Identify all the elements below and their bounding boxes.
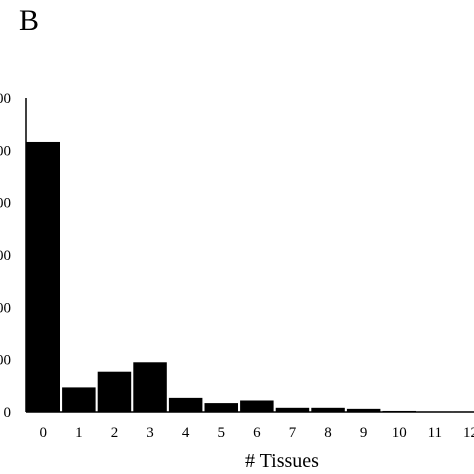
y-tick-label: 4000 xyxy=(0,196,11,212)
x-tick-label: 4 xyxy=(182,425,190,441)
x-tick-label: 8 xyxy=(324,425,332,441)
bar-8 xyxy=(311,407,345,412)
bar-2 xyxy=(97,371,132,412)
bar-4 xyxy=(168,397,203,412)
y-tick-label: 0 xyxy=(4,405,12,421)
bar-9 xyxy=(346,408,381,412)
x-tick-label: 6 xyxy=(253,425,261,441)
x-tick-label: 5 xyxy=(218,425,226,441)
bar-6 xyxy=(240,400,274,412)
bar-3 xyxy=(133,362,167,412)
x-tick-label: 3 xyxy=(146,425,154,441)
x-tick-label: 10 xyxy=(392,425,407,441)
x-tick-label: 7 xyxy=(289,425,297,441)
x-tick-label: 12 xyxy=(463,425,474,441)
panel-label: B xyxy=(19,4,39,37)
bar-5 xyxy=(204,403,238,412)
y-tick-label: 6000 xyxy=(0,91,11,107)
x-tick-label: 1 xyxy=(75,425,83,441)
x-axis-ticks: 0123456789101112 xyxy=(40,425,474,441)
x-tick-label: 2 xyxy=(111,425,119,441)
y-tick-label: 1000 xyxy=(0,353,11,369)
bar-7 xyxy=(275,407,310,412)
y-tick-label: 2000 xyxy=(0,300,11,316)
x-tick-label: 0 xyxy=(40,425,48,441)
y-axis-ticks: 0 1000 2000 3000 4000 5000 6000 xyxy=(0,91,11,421)
x-tick-label: 11 xyxy=(428,425,442,441)
x-tick-label: 9 xyxy=(360,425,368,441)
y-tick-label: 3000 xyxy=(0,248,11,264)
y-tick-label: 5000 xyxy=(0,143,11,159)
bars xyxy=(26,141,474,412)
x-axis-title: # Tissues xyxy=(245,450,319,472)
bar-1 xyxy=(62,387,96,412)
bar-0 xyxy=(26,141,60,412)
